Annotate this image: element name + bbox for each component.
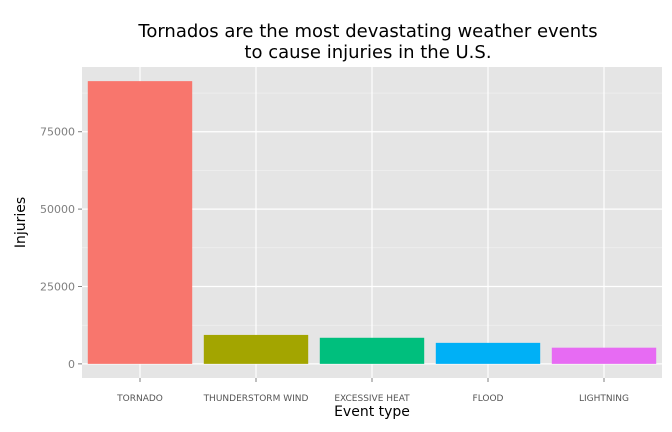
bar-tornado bbox=[87, 81, 193, 364]
x-tick-label: TORNADO bbox=[116, 394, 163, 404]
x-tick-label: EXCESSIVE HEAT bbox=[334, 394, 410, 404]
x-tick-label: THUNDERSTORM WIND bbox=[203, 394, 309, 404]
y-tick-label: 0 bbox=[68, 358, 75, 371]
y-axis-title: Injuries bbox=[13, 197, 29, 248]
bars bbox=[87, 81, 657, 364]
y-tick-label: 50000 bbox=[40, 203, 75, 216]
chart-title: Tornados are the most devastating weathe… bbox=[137, 21, 597, 63]
x-axis-title: Event type bbox=[334, 404, 410, 420]
y-tick-label: 75000 bbox=[40, 126, 75, 139]
y-tick-label: 25000 bbox=[40, 280, 75, 293]
bar-lightning bbox=[551, 347, 657, 364]
bar-thunderstorm-wind bbox=[203, 334, 309, 364]
x-tick-label: FLOOD bbox=[473, 394, 504, 404]
bar-flood bbox=[435, 342, 541, 364]
x-axis: TORNADO THUNDERSTORM WIND EXCESSIVE HEAT FL… bbox=[116, 378, 629, 404]
bar-excessive-heat bbox=[319, 337, 425, 364]
chart-title-line-1: Tornados are the most devastating weathe… bbox=[137, 21, 597, 42]
chart-title-line-2: to cause injuries in the U.S. bbox=[244, 42, 491, 63]
y-axis: 0 25000 50000 75000 bbox=[40, 126, 82, 371]
x-tick-label: LIGHTNING bbox=[579, 394, 629, 404]
